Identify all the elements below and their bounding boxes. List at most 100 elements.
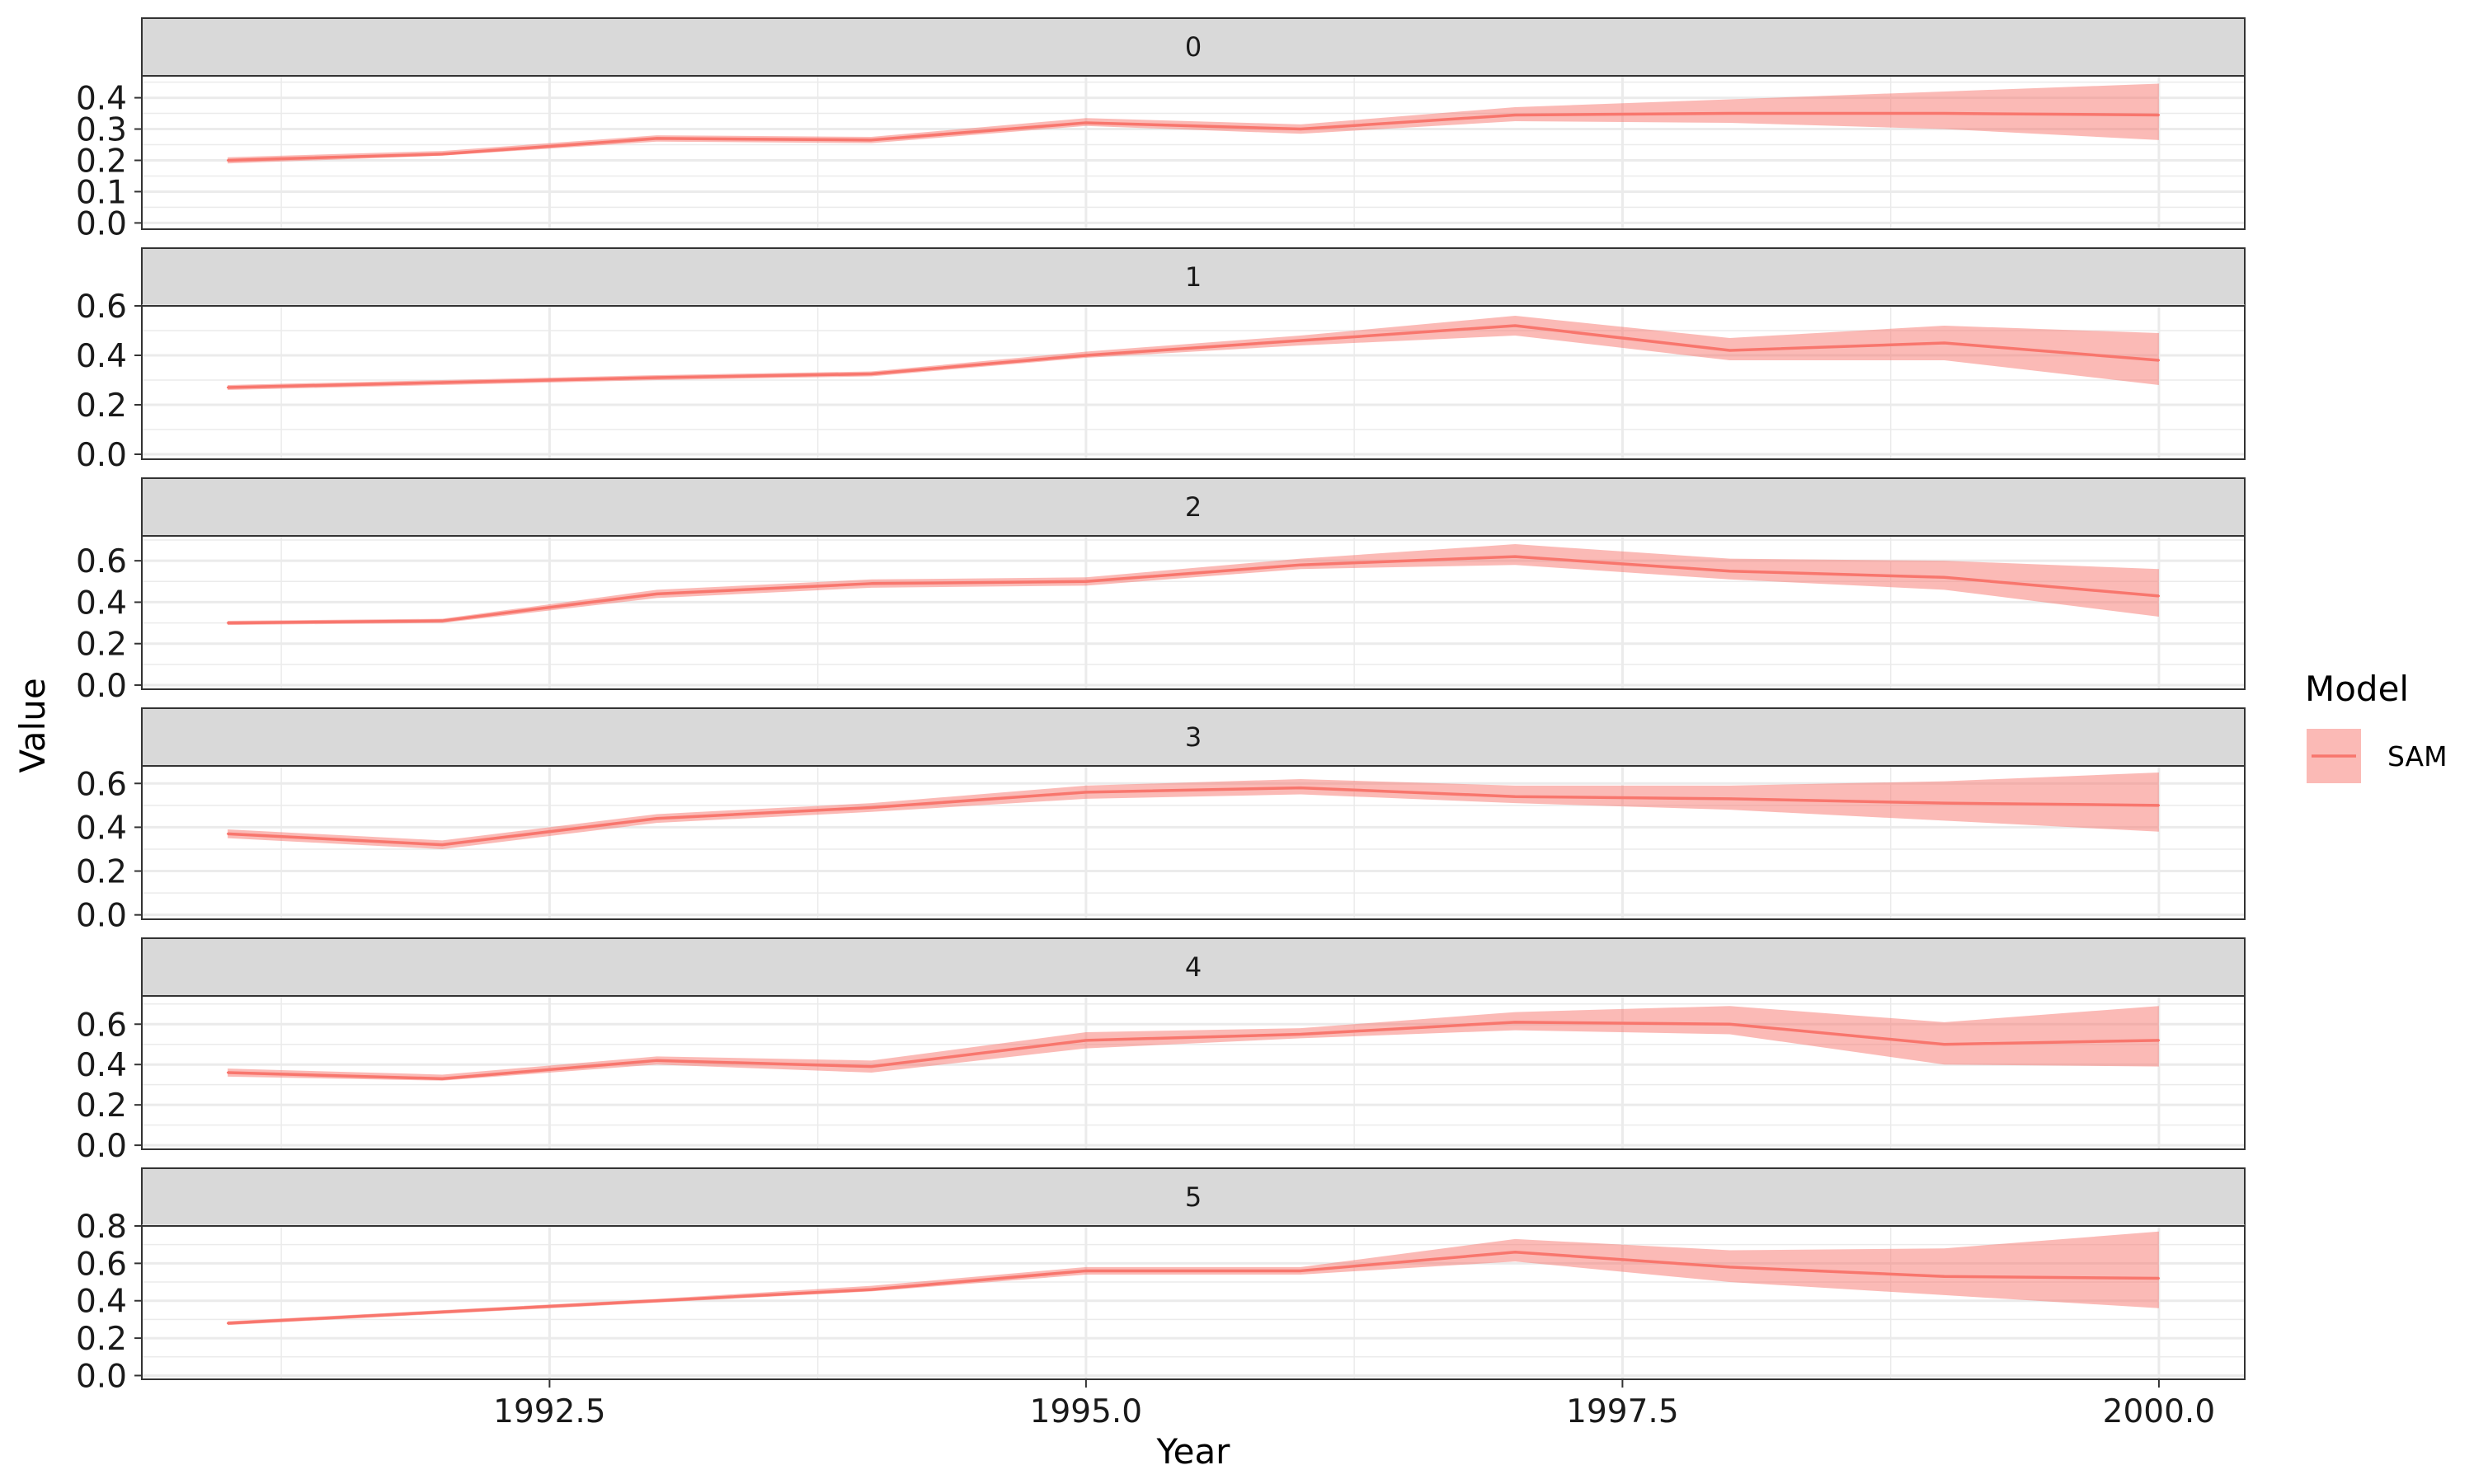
data-point (1299, 787, 1302, 789)
x-tick-label: 1992.5 (493, 1393, 605, 1430)
data-point (1729, 797, 1731, 801)
data-point (2157, 1039, 2161, 1042)
y-tick-label: 0.0 (76, 437, 127, 474)
data-point (1299, 1270, 1302, 1272)
facet-panel-0: 0 0.00.10.20.30.4 (76, 17, 2246, 242)
data-point (656, 137, 658, 140)
data-point (2157, 359, 2161, 362)
data-point (1729, 349, 1731, 352)
y-tick-label: 0.6 (76, 289, 127, 326)
y-axis-title: Value (12, 678, 53, 773)
data-point (2157, 804, 2161, 807)
facet-strip (141, 477, 2246, 537)
facet-panel-2: 2 0.0 0.2 0.4 0.6 (76, 477, 2246, 705)
data-point (656, 376, 658, 379)
facet-strip-label: 0 (1185, 31, 1202, 63)
series-line-sam (228, 324, 2160, 389)
x-tick-label: 2000.0 (2103, 1393, 2215, 1430)
data-point (441, 843, 444, 846)
data-point (2157, 114, 2161, 116)
data-point (1514, 555, 1517, 558)
y-tick-label: 0.0 (76, 1358, 127, 1395)
legend-entry-sam: SAM (2307, 729, 2448, 783)
data-point (1299, 563, 1302, 566)
data-point (1299, 339, 1302, 342)
facet-panels: 00.00.10.20.30.410.00.20.40.620.00.20.40… (76, 17, 2246, 1430)
panel-border (141, 1225, 2246, 1380)
y-tick-label: 0.1 (76, 174, 127, 211)
facet-strip-label: 2 (1185, 491, 1202, 523)
data-point (870, 582, 872, 585)
data-point (1943, 576, 1945, 579)
facet-strip (141, 247, 2246, 307)
y-tick-label: 0.6 (76, 1007, 127, 1044)
panel-border (141, 305, 2246, 460)
data-point (1084, 1039, 1088, 1042)
x-axis-title: Year (1156, 1431, 1231, 1472)
data-point (656, 1059, 658, 1062)
facet-panel-3: 3 0.0 0.2 0.4 0.6 (76, 707, 2246, 935)
data-point (441, 1078, 444, 1080)
data-point (1514, 796, 1517, 798)
data-point (2157, 1277, 2161, 1280)
data-point (226, 833, 229, 835)
y-tick-label: 0.2 (76, 143, 127, 180)
data-point (1084, 121, 1088, 124)
confidence-ribbon-sam (228, 316, 2159, 390)
panel-border (141, 535, 2246, 690)
data-point (656, 1299, 658, 1302)
data-point (1084, 1270, 1088, 1272)
data-point (656, 817, 658, 819)
data-point (1943, 801, 1945, 805)
facet-panel-5: 5 0.00.20.40.60.8 1992.5 1995.0 1997.5 2000.0 (76, 1167, 2246, 1430)
series-line-sam (228, 1021, 2159, 1081)
data-point (1943, 112, 1945, 115)
facet-strip-label: 5 (1185, 1181, 1202, 1213)
x-tick-label: 1997.5 (1566, 1393, 1678, 1430)
data-point (226, 1322, 229, 1325)
legend: Model SAM (2305, 669, 2448, 783)
data-point (1729, 112, 1731, 115)
y-tick-label: 0.4 (76, 810, 127, 847)
x-tick-label: 1995.0 (1030, 1393, 1142, 1430)
y-tick-label: 0.4 (76, 338, 127, 375)
data-point (441, 153, 444, 156)
facet-panel-1: 1 0.0 0.2 0.4 0.6 (76, 247, 2246, 474)
series-line-sam (227, 1251, 2159, 1325)
series-line-sam (227, 786, 2159, 847)
y-tick-label: 0.2 (76, 854, 127, 891)
y-tick-label: 0.4 (76, 585, 127, 622)
panel-border (141, 995, 2246, 1150)
legend-entries: SAM (2307, 729, 2448, 783)
series-line-sam (228, 111, 2159, 162)
facet-strip-label: 4 (1185, 951, 1202, 983)
data-point (870, 139, 872, 142)
confidence-ribbon-sam (228, 544, 2159, 626)
facet-strip (141, 707, 2246, 767)
y-tick-label: 0.0 (76, 1128, 127, 1165)
data-point (1729, 1023, 1731, 1026)
data-point (2157, 594, 2161, 598)
facet-strip-label: 1 (1185, 261, 1202, 293)
data-point (441, 619, 444, 622)
data-point (656, 593, 658, 595)
y-tick-label: 0.2 (76, 387, 127, 425)
data-point (1084, 580, 1088, 583)
data-point (226, 1071, 229, 1074)
panel-border (141, 75, 2246, 230)
y-tick-label: 0.2 (76, 1087, 127, 1125)
y-tick-label: 0.3 (76, 112, 127, 149)
facet-strip-label: 3 (1185, 721, 1202, 753)
data-point (441, 1311, 444, 1313)
confidence-ribbon-sam (228, 1231, 2159, 1326)
data-point (1514, 1021, 1517, 1024)
legend-title: Model (2305, 669, 2409, 709)
data-point (1943, 341, 1945, 345)
panel-background (142, 996, 2245, 1149)
data-point (1514, 324, 1517, 327)
facet-strip (141, 937, 2246, 997)
data-point (441, 381, 444, 384)
data-point (1514, 114, 1517, 116)
confidence-ribbon-sam (228, 772, 2159, 849)
legend-entry-label: SAM (2387, 740, 2448, 773)
